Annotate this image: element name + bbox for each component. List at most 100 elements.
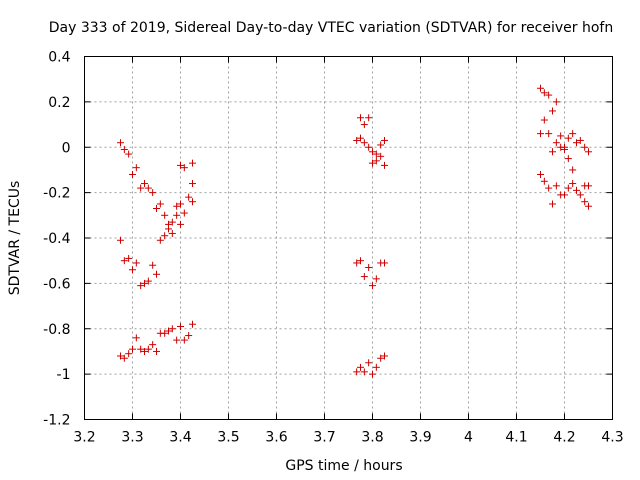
data-point [357,114,364,122]
y-axis-label: SDTVAR / TECUs [7,181,23,296]
grid [84,56,613,420]
data-point [360,368,368,376]
data-point [585,202,592,210]
data-point [585,182,592,190]
data-point [156,200,164,208]
data-point [141,180,148,188]
data-point [365,143,373,151]
data-point [120,354,128,362]
data-point [552,139,560,147]
data-point [357,257,364,265]
x-tick-label: 4.3 [601,430,623,446]
data-point [149,261,157,269]
data-point [117,352,124,360]
y-tick-label: 0 [62,140,71,156]
data-point [381,136,388,144]
x-tick-label: 3.4 [169,430,191,446]
data-point [129,345,136,353]
data-point [141,347,148,355]
data-point [537,170,544,178]
x-tick-label: 4.1 [505,430,527,446]
axis-ticks [84,56,613,420]
data-point [129,170,136,178]
y-tick-label: -0.8 [43,322,70,338]
data-point [173,202,181,210]
data-point [561,146,568,154]
x-axis-label: GPS time / hours [285,458,402,474]
y-tick-label: -0.2 [43,186,70,202]
x-tick-label: 3.3 [121,430,143,446]
data-point [360,121,368,129]
chart-title: Day 333 of 2019, Sidereal Day-to-day VTE… [49,20,613,36]
data-point [137,184,145,192]
data-point [137,282,145,290]
data-point [144,277,152,285]
data-point [381,259,388,267]
x-tick-label: 3.6 [265,430,287,446]
data-point [549,200,556,208]
x-tick-label: 3.7 [313,430,335,446]
data-point [156,236,164,244]
data-point [117,236,124,244]
data-point [185,332,193,340]
data-point [161,232,169,240]
data-point [377,152,385,160]
data-point [180,209,188,217]
data-point [132,164,140,172]
data-point [381,352,388,360]
data-point [189,180,196,188]
data-point [125,254,133,262]
y-tick-label: 0.4 [48,50,70,66]
x-tick-label: 3.8 [361,430,383,446]
data-point [189,159,196,167]
y-tick-label: -1.2 [43,413,70,429]
data-point [365,114,373,122]
data-point [537,84,544,92]
data-point [581,198,589,206]
y-tick-label: 0.2 [48,95,70,111]
x-tick-label: 4 [464,430,473,446]
data-point [144,184,152,192]
data-point [545,184,553,192]
plot-frame [84,56,613,420]
y-tick-label: -0.6 [43,276,70,292]
data-point [549,107,556,115]
data-point [353,368,361,376]
data-point [153,347,160,355]
data-point [149,189,157,197]
data-point [125,150,133,158]
tick-labels: 3.2 3.3 3.4 3.5 3.6 3.7 3.8 3.9 4 4.1 4.2 4.3 -1.2 -1… [43,50,623,446]
data-point [365,359,373,367]
data-point [177,322,184,330]
data-point [537,130,544,138]
data-point [369,282,376,290]
data-point [540,89,548,97]
data-point [569,166,577,174]
data-point [168,229,176,237]
data-point [564,155,572,163]
data-point [372,275,380,283]
data-point [585,148,592,156]
data-point [360,273,368,281]
data-point [357,134,364,142]
data-point [149,341,157,349]
x-tick-label: 3.5 [217,430,239,446]
data-point [360,139,368,147]
data-point [117,139,124,147]
data-point [137,345,145,353]
data-point [120,257,128,265]
data-point [189,198,196,206]
data-point [189,320,196,328]
data-point [372,363,380,371]
data-point [161,211,169,219]
data-point [561,191,568,199]
data-point [161,329,169,337]
data-point [353,259,361,267]
y-tick-label: -1 [57,367,71,383]
data-point [564,184,572,192]
data-point [576,191,584,199]
data-point [377,141,385,149]
data-point [168,218,176,226]
data-point [581,143,589,151]
x-tick-label: 4.2 [553,430,575,446]
